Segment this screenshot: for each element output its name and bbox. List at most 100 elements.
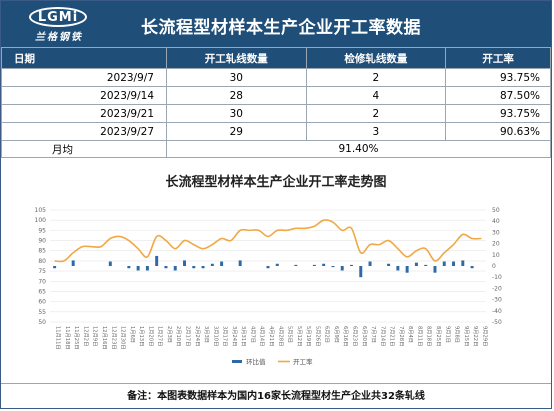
x-tick-label: 5月5日 — [287, 326, 294, 343]
x-tick-label: 8月25日 — [435, 326, 442, 346]
table-row: 2023/9/14 28 4 87.50% — [1, 86, 551, 105]
x-tick-label: 2月3日 — [166, 326, 173, 343]
bar-mark — [164, 266, 168, 269]
average-row: 月均 91.40% — [1, 140, 551, 158]
cell-open: 30 — [166, 104, 307, 123]
bar-mark — [387, 263, 391, 266]
brand-logo: LGMi 兰格钢铁 — [19, 7, 99, 43]
bar-mark — [433, 266, 437, 273]
x-tick-label: 7月7日 — [370, 326, 377, 343]
right-tick-label: 40 — [492, 218, 500, 225]
right-tick-label: -10 — [492, 274, 502, 281]
bar-mark — [201, 266, 205, 269]
bar-mark — [294, 264, 298, 266]
cell-rate: 90.63% — [445, 122, 551, 141]
x-tick-label: 9月22日 — [472, 326, 479, 346]
cell-rate: 93.75% — [445, 68, 551, 87]
cell-maint: 3 — [305, 122, 447, 141]
left-tick-label: 75 — [38, 268, 46, 275]
left-tick-label: 100 — [35, 217, 47, 224]
right-tick-label: -20 — [492, 285, 502, 292]
x-tick-label: 12月9日 — [92, 326, 99, 346]
logo-cn-text: 兰格钢铁 — [35, 32, 83, 43]
bar-mark — [331, 266, 335, 268]
avg-value: 91.40% — [166, 140, 551, 158]
bar-mark — [136, 266, 140, 271]
cell-open: 29 — [166, 122, 307, 141]
legend-bar-swatch — [232, 360, 242, 363]
cell-rate: 87.50% — [445, 86, 551, 105]
x-tick-label: 6月9日 — [333, 326, 340, 343]
x-tick-label: 12月2日 — [82, 326, 89, 346]
x-tick-label: 4月21日 — [268, 326, 275, 346]
x-tick-label: 1月6日 — [129, 326, 136, 343]
left-tick-label: 65 — [38, 288, 46, 295]
x-tick-label: 4月14日 — [259, 326, 266, 346]
right-tick-label: 20 — [492, 241, 500, 248]
cell-maint: 2 — [305, 68, 447, 87]
cell-open: 28 — [166, 86, 307, 105]
bar-mark — [340, 266, 344, 271]
x-tick-label: 3月10日 — [212, 326, 219, 346]
cell-maint: 4 — [305, 86, 447, 105]
x-tick-label: 9月29日 — [481, 326, 488, 346]
x-tick-label: 3月17日 — [222, 326, 229, 346]
cell-rate: 93.75% — [445, 104, 551, 123]
x-tick-label: 3月31日 — [240, 326, 247, 346]
bar-mark — [108, 261, 112, 266]
table-row: 2023/9/21 30 2 93.75% — [1, 104, 551, 123]
right-tick-label: -30 — [492, 297, 502, 304]
cell-date: 2023/9/21 — [1, 104, 167, 123]
bar-mark — [53, 266, 57, 269]
bar-mark — [155, 255, 159, 266]
header-maint-lines: 检修轧线数量 — [305, 47, 447, 69]
bar-mark — [405, 266, 409, 273]
chart-title: 长流程型材样本生产企业开工率走势图 — [165, 175, 387, 190]
left-tick-label: 50 — [38, 319, 46, 326]
bar-mark — [266, 266, 270, 269]
left-tick-label: 80 — [38, 258, 46, 265]
header-rate: 开工率 — [445, 47, 551, 69]
header-date: 日期 — [1, 47, 167, 69]
x-tick-label: 4月28日 — [277, 326, 284, 346]
x-tick-label: 11月25日 — [73, 326, 80, 350]
table-row: 2023/9/27 29 3 90.63% — [1, 122, 551, 141]
x-tick-label: 9月1日 — [444, 326, 451, 343]
bar-mark — [220, 261, 224, 266]
cell-date: 2023/9/7 — [1, 68, 167, 87]
bar-mark — [238, 260, 242, 266]
x-tick-label: 2月10日 — [175, 326, 182, 346]
legend-line-label: 开工率 — [293, 357, 313, 366]
bar-mark — [350, 264, 353, 266]
x-tick-label: 5月26日 — [314, 326, 321, 346]
x-tick-label: 9月8日 — [454, 326, 461, 343]
x-tick-label: 12月16日 — [101, 326, 108, 350]
x-tick-label: 1月27日 — [157, 326, 164, 346]
bar-mark — [275, 263, 279, 266]
bar-mark — [396, 266, 400, 271]
bar-mark — [414, 262, 418, 266]
table-row: 2023/9/7 30 2 93.75% — [1, 68, 551, 87]
x-tick-label: 2月24日 — [194, 326, 201, 346]
right-tick-label: -40 — [492, 308, 502, 315]
left-tick-label: 95 — [38, 227, 46, 234]
right-tick-label: -50 — [492, 319, 502, 326]
x-tick-label: 6月2日 — [324, 326, 331, 343]
x-tick-label: 2月17日 — [185, 326, 192, 346]
bar-mark — [210, 263, 214, 266]
cell-date: 2023/9/14 — [1, 86, 167, 105]
x-tick-label: 3月3日 — [203, 326, 210, 343]
x-tick-label: 7月28日 — [398, 326, 405, 346]
bar-mark — [359, 266, 363, 278]
rate-series-line — [54, 219, 482, 263]
cell-date: 2023/9/27 — [1, 122, 167, 141]
bar-mark — [145, 266, 149, 271]
x-tick-label: 4月7日 — [249, 326, 256, 343]
right-tick-label: 30 — [492, 229, 500, 236]
page-title: 长流程型材样本生产企业开工率数据 — [141, 18, 421, 38]
bar-mark — [71, 260, 75, 266]
x-tick-label: 3月24日 — [231, 326, 238, 346]
x-tick-label: 9月15日 — [463, 326, 470, 346]
